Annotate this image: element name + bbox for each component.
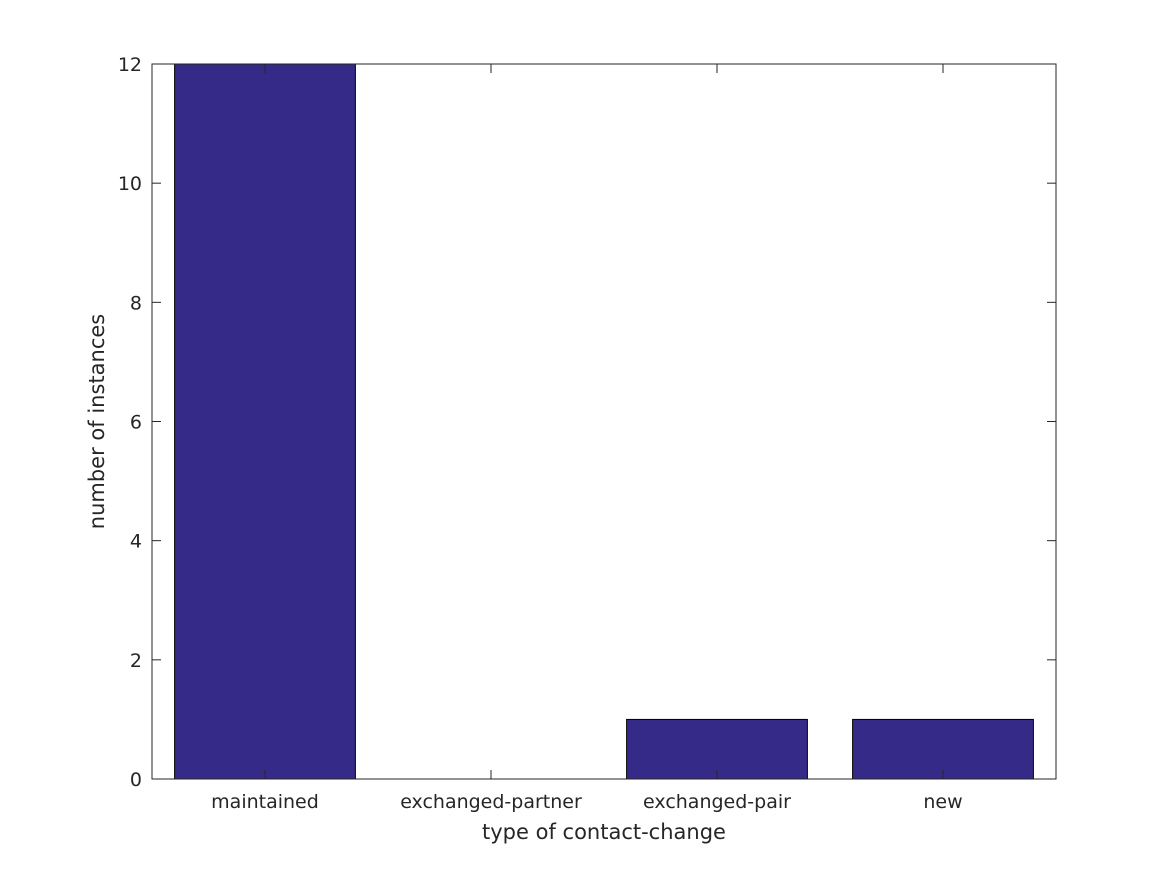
y-tick-labels: 0 2 4 6 8 10 12 — [118, 54, 142, 791]
y-tick-label: 6 — [130, 412, 142, 434]
y-tick-label: 8 — [130, 292, 142, 314]
bar-exchanged-pair — [626, 718, 808, 780]
x-axis-label: type of contact-change — [482, 820, 726, 844]
y-tick-label: 10 — [118, 173, 142, 195]
y-tick-label: 12 — [118, 54, 142, 76]
x-tick-label: exchanged-partner — [400, 791, 582, 813]
y-axis-label: number of instances — [85, 314, 109, 529]
x-tick-labels: maintained exchanged-partner exchanged-pai… — [211, 791, 962, 813]
y-tick-label: 2 — [130, 650, 142, 672]
x-tick-label: maintained — [211, 791, 319, 813]
x-tick-label: exchanged-pair — [643, 791, 791, 813]
y-tick-label: 4 — [130, 531, 142, 553]
bars-group — [174, 63, 1034, 780]
y-tick-label: 0 — [130, 769, 142, 791]
bar-maintained — [174, 63, 356, 780]
x-tick-label: new — [923, 791, 962, 813]
axes-box — [151, 63, 1057, 780]
bar-new — [852, 718, 1034, 780]
